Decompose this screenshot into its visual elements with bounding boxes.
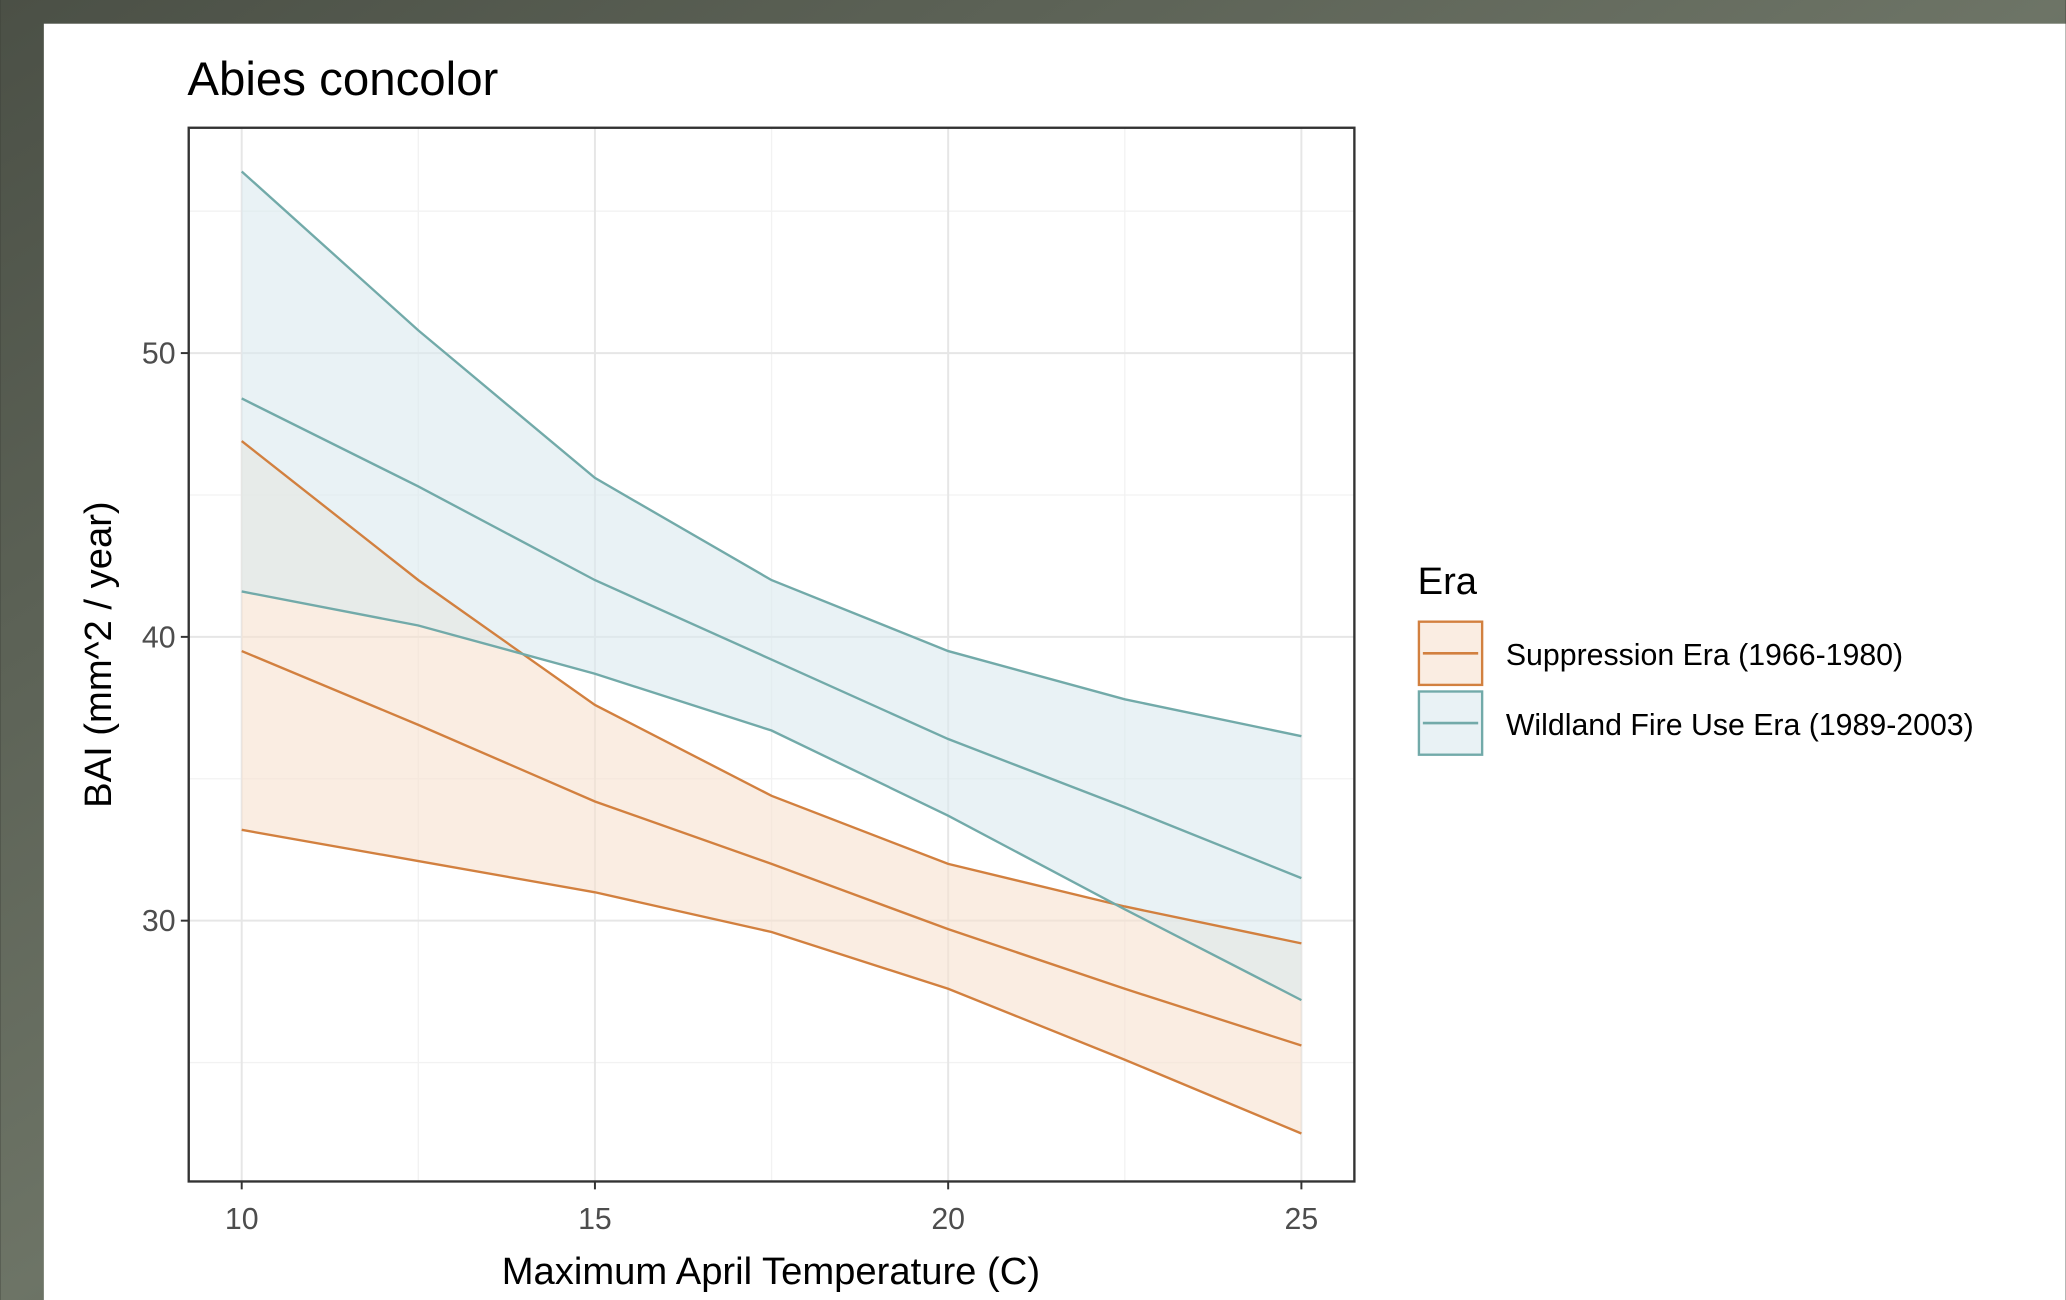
chart-title: Abies concolor (187, 53, 498, 106)
legend-label: Wildland Fire Use Era (1989-2003) (1506, 709, 1974, 742)
legend-label: Suppression Era (1966-1980) (1506, 639, 1903, 672)
x-tick-label: 20 (931, 1203, 965, 1236)
x-tick-label: 25 (1285, 1203, 1319, 1236)
page: {"chart_data": {"type": "ribbon", "title… (0, 0, 2066, 1300)
y-axis-title: BAI (mm^2 / year) (77, 501, 120, 808)
x-tick-label: 15 (578, 1203, 612, 1236)
y-tick-label: 40 (142, 621, 176, 654)
x-axis-title: Maximum April Temperature (C) (502, 1250, 1040, 1293)
legend-title: Era (1418, 560, 1478, 603)
y-tick-label: 30 (142, 905, 176, 938)
x-tick-label: 10 (225, 1203, 259, 1236)
y-tick-label: 50 (142, 338, 176, 371)
chart: Abies concolor Maximum April Temperature… (0, 0, 2066, 1300)
